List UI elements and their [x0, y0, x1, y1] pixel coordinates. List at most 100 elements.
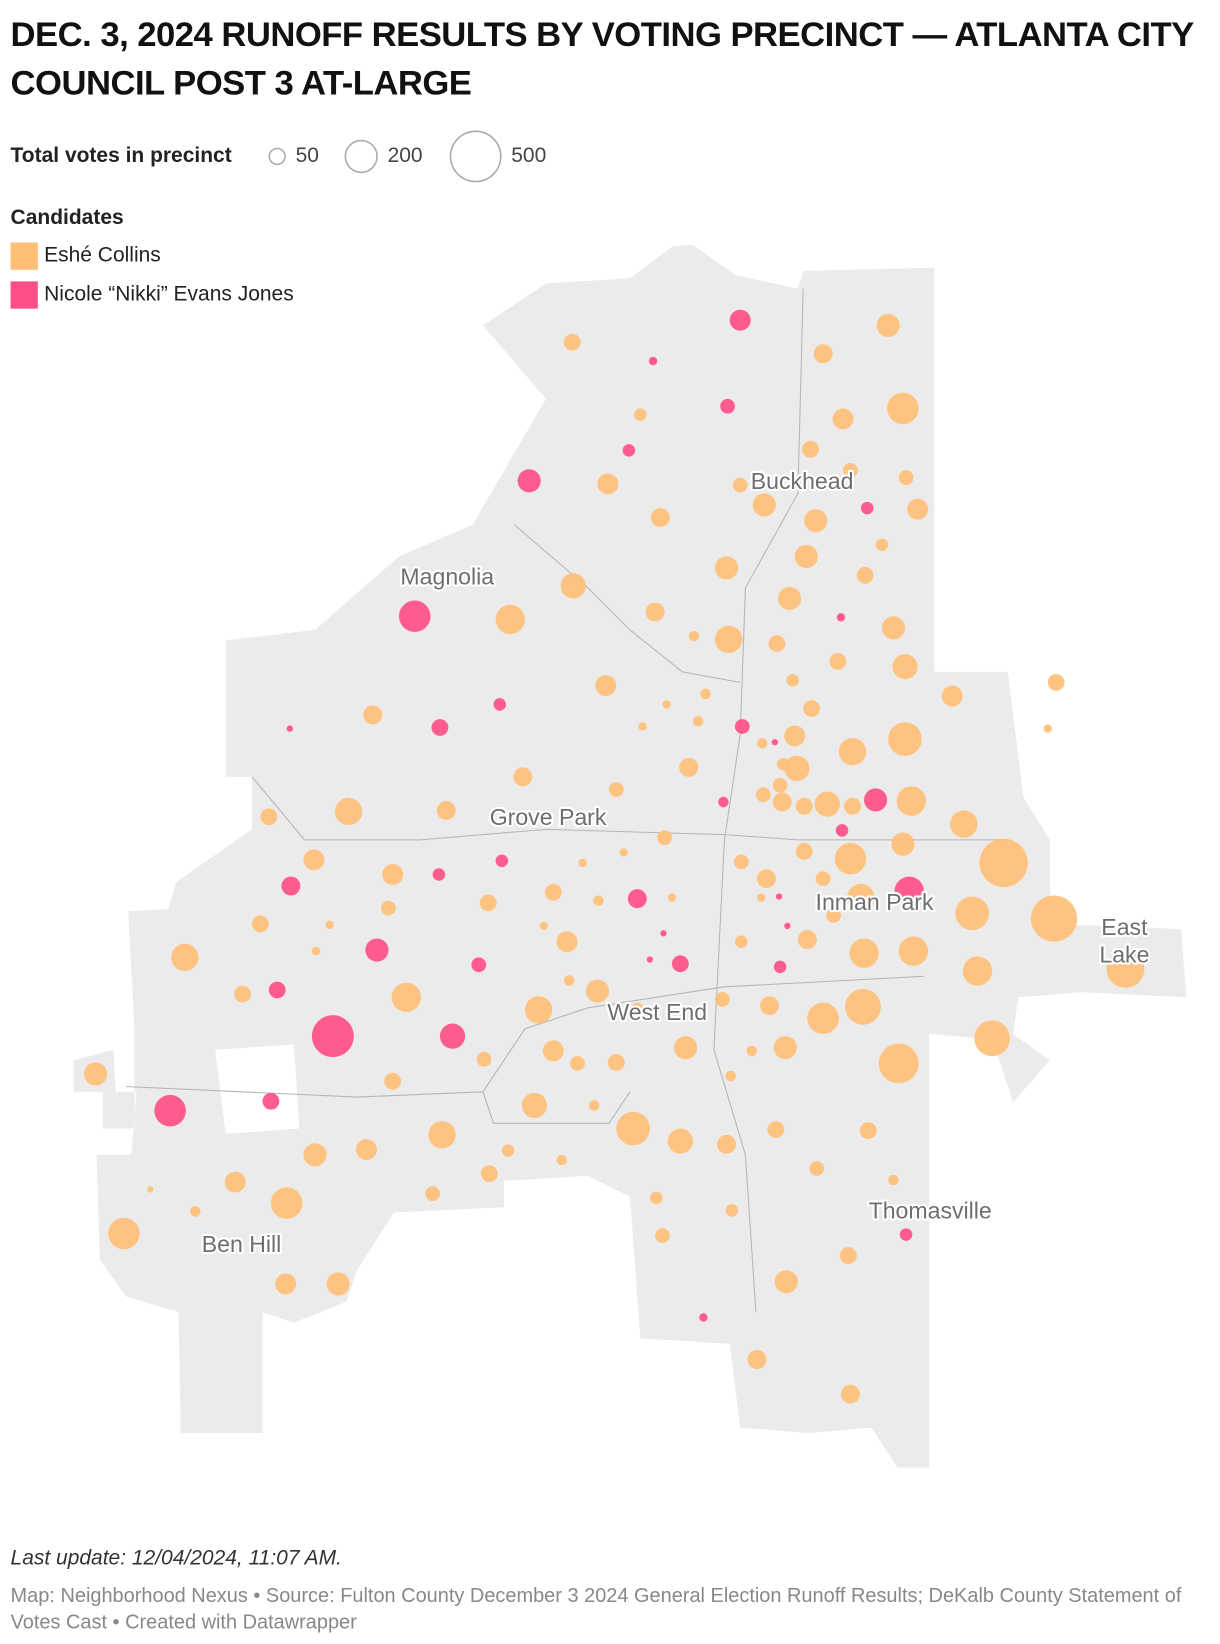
- precinct-bubble: [384, 1072, 402, 1090]
- precinct-bubble: [363, 705, 383, 725]
- precinct-bubble: [224, 1171, 246, 1193]
- precinct-bubble: [772, 792, 792, 812]
- precinct-bubble: [797, 930, 817, 950]
- precinct-bubble: [860, 501, 874, 515]
- precinct-bubble: [593, 895, 604, 907]
- precinct-bubble: [428, 1121, 456, 1149]
- precinct-bubble: [784, 725, 806, 747]
- precinct-bubble: [270, 1187, 303, 1219]
- precinct-bubble: [539, 921, 549, 931]
- precinct-bubble: [597, 473, 619, 495]
- precinct-bubble: [777, 586, 802, 610]
- precinct-bubble: [775, 893, 783, 900]
- precinct-bubble: [493, 698, 507, 711]
- precinct-bubble: [786, 674, 799, 687]
- precinct-bubble: [784, 755, 810, 782]
- precinct-bubble: [616, 1111, 650, 1146]
- precinct-bubble: [840, 1384, 860, 1404]
- precinct-bubble: [334, 797, 363, 826]
- precinct-bubble: [311, 946, 321, 956]
- precinct-bubble: [772, 777, 788, 793]
- precinct-bubble: [692, 715, 704, 727]
- precinct-bubble: [807, 1002, 839, 1035]
- precinct-bubble: [108, 1217, 140, 1250]
- precinct-bubble: [1106, 950, 1145, 988]
- precinct-bubble: [1043, 724, 1052, 733]
- legend-swatch: [10, 242, 38, 270]
- precinct-bubble: [836, 613, 846, 622]
- precinct-bubble: [480, 1165, 498, 1183]
- precinct-bubble: [268, 981, 286, 999]
- precinct-bubble: [556, 931, 578, 953]
- precinct-bubble: [398, 600, 431, 633]
- precinct-bubble: [355, 1139, 377, 1161]
- precinct-bubble: [752, 493, 776, 517]
- precinct-bubble: [714, 625, 743, 653]
- legend-title: Candidates: [11, 206, 124, 229]
- precinct-bubble: [578, 858, 587, 868]
- precinct-bubble: [657, 830, 672, 846]
- precinct-bubble: [524, 996, 553, 1024]
- precinct-bubble: [495, 854, 509, 868]
- precinct-bubble: [660, 930, 667, 937]
- precinct-bubble: [513, 767, 533, 787]
- precinct-bubble: [907, 498, 929, 520]
- precinct-bubble: [832, 408, 854, 430]
- precinct-bubble: [955, 896, 989, 931]
- size-legend-title: Total votes in precinct: [11, 144, 232, 167]
- precinct-bubble: [595, 675, 617, 697]
- precinct-bubble: [700, 688, 711, 700]
- precinct-bubble: [311, 1015, 354, 1058]
- precinct-bubble: [607, 1054, 625, 1071]
- precinct-bubble: [718, 796, 729, 808]
- precinct-bubble: [275, 1273, 297, 1295]
- precinct-bubble: [471, 957, 487, 973]
- boundary: [251, 776, 1008, 841]
- precinct-bubble: [974, 1020, 1010, 1057]
- precinct-bubble: [650, 508, 670, 528]
- precinct-bubble: [717, 1134, 736, 1154]
- title-box: DEC. 3, 2024 RUNOFF RESULTS BY VOTING PR…: [10, 14, 1194, 102]
- precinct-bubble: [809, 1161, 825, 1176]
- precinct-bubble: [835, 824, 849, 837]
- precinct-bubble: [875, 538, 889, 552]
- precinct-bubble: [849, 938, 879, 968]
- precinct-bubble: [154, 1094, 186, 1127]
- chart-title: DEC. 3, 2024 RUNOFF RESULTS BY VOTING PR…: [10, 14, 1194, 102]
- precinct-bubble: [843, 462, 858, 478]
- place-label: Inman Park: [816, 889, 934, 915]
- precinct-bubble: [634, 408, 647, 421]
- precinct-bubble: [622, 444, 636, 457]
- precinct-bubble: [815, 871, 831, 887]
- precinct-bubble: [479, 894, 497, 912]
- basemap: [73, 244, 1187, 1468]
- city-shape: [73, 244, 1187, 1468]
- precinct-bubble: [876, 313, 900, 338]
- precinct-bubble: [608, 782, 624, 797]
- boundary: [482, 1091, 631, 1124]
- precinct-bubble: [699, 1313, 708, 1322]
- precinct-bubble: [667, 893, 677, 902]
- place-label: Lake: [1099, 941, 1149, 967]
- precinct-bubble: [834, 842, 867, 875]
- place-label: Thomasville: [869, 1198, 992, 1224]
- precinct-bubble: [746, 1045, 757, 1057]
- precinct-bubble: [171, 943, 199, 972]
- precinct-bubble: [517, 469, 541, 493]
- precinct-bubble: [679, 757, 699, 777]
- precinct-bubble: [326, 1272, 350, 1296]
- bubbles: [84, 309, 1145, 1404]
- precinct-bubble: [891, 832, 915, 856]
- precinct-bubble: [281, 876, 301, 896]
- precinct-bubble: [645, 602, 665, 622]
- precinct-bubble: [733, 854, 749, 870]
- legend-swatch: [10, 281, 38, 309]
- precinct-bubble: [755, 787, 771, 803]
- precinct-bubble: [671, 955, 689, 973]
- precinct-bubble: [760, 996, 780, 1016]
- precinct-bubble: [845, 988, 881, 1025]
- precinct-bubble: [950, 810, 978, 838]
- precinct-bubble: [638, 722, 647, 731]
- precinct-bubble: [252, 915, 269, 933]
